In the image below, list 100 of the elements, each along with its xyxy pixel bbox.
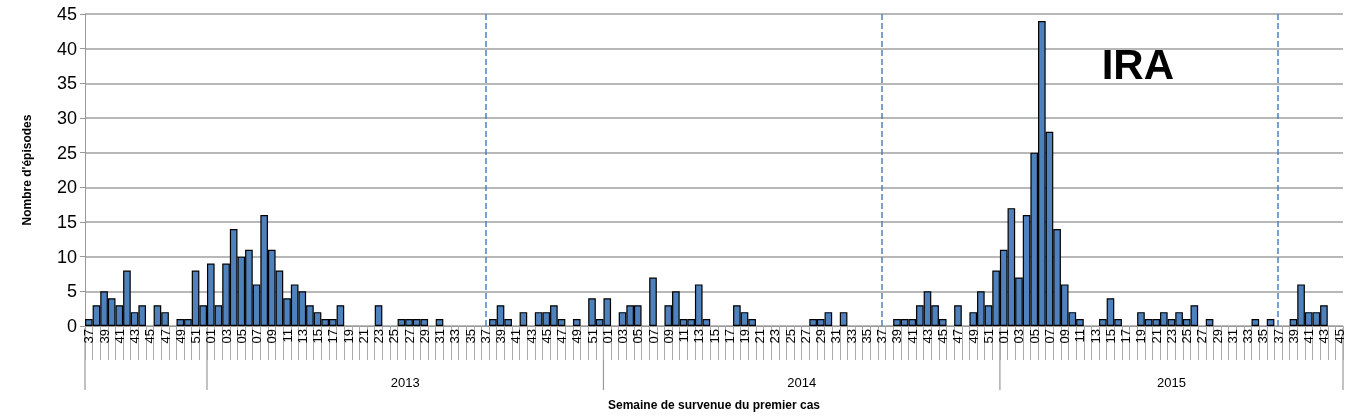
x-tick-label: 45 (935, 329, 951, 344)
x-tick-label: 39 (1285, 329, 1301, 344)
y-tick-label: 25 (56, 142, 77, 163)
x-tick-label: 51 (584, 329, 600, 344)
x-tick-label: 01 (599, 329, 615, 344)
x-tick-label: 35 (1255, 329, 1271, 344)
x-tick-label: 43 (127, 329, 143, 344)
y-tick-label: 10 (56, 246, 77, 267)
x-tick-label: 39 (889, 329, 905, 344)
x-tick-label: 21 (355, 329, 371, 344)
x-tick-label: 15 (1102, 329, 1118, 344)
x-tick-label: 51 (980, 329, 996, 344)
x-tick-label: 35 (858, 329, 874, 344)
x-tick-label: 25 (386, 329, 402, 344)
text: 2014 (787, 375, 817, 390)
x-tick-label: 29 (416, 329, 432, 344)
text: IRA (1101, 40, 1175, 88)
x-tick-label: 03 (1011, 329, 1027, 344)
x-tick-label: 05 (1026, 329, 1042, 344)
x-tick-label: 07 (1041, 329, 1057, 344)
bar (1251, 319, 1260, 326)
x-tick-label: 37 (1270, 329, 1286, 344)
x-tick-label: 27 (401, 329, 417, 344)
x-tick-label: 49 (965, 329, 981, 344)
x-tick-label: 29 (1209, 329, 1225, 344)
x-tick-label: 21 (752, 329, 768, 344)
bar (435, 319, 444, 326)
x-tick-label: 07 (645, 329, 661, 344)
x-tick-label: 17 (325, 329, 341, 344)
x-tick-label: 03 (615, 329, 631, 344)
x-tick-label: 47 (157, 329, 173, 344)
x-axis-title: Semaine de survenue du premier cas (607, 398, 821, 412)
x-tick-label: 41 (508, 329, 524, 344)
x-tick-label: 45 (142, 329, 158, 344)
x-tick-label: 37 (81, 329, 97, 344)
x-tick-label: 43 (919, 329, 935, 344)
x-tick-label: 45 (1331, 329, 1347, 344)
x-tick-label: 09 (264, 329, 280, 344)
y-tick-label: 0 (66, 316, 77, 336)
x-tick-label: 19 (1133, 329, 1149, 344)
y-tick-label: 5 (66, 281, 77, 302)
x-tick-label: 05 (233, 329, 249, 344)
bar (572, 319, 581, 326)
x-tick-label: 17 (721, 329, 737, 344)
x-tick-label: 15 (310, 329, 326, 344)
x-tick-label: 07 (249, 329, 265, 344)
x-tick-label: 25 (1179, 329, 1195, 344)
x-tick-label: 15 (706, 329, 722, 344)
y-tick-label: 35 (56, 73, 77, 94)
x-tick-label: 23 (1163, 329, 1179, 344)
x-tick-label: 45 (538, 329, 554, 344)
x-tick-label: 19 (737, 329, 752, 344)
bar (1266, 319, 1275, 326)
x-tick-label: 35 (462, 329, 478, 344)
x-tick-label: 31 (1224, 329, 1240, 344)
bar (1205, 319, 1214, 326)
x-tick-label: 31 (432, 329, 448, 344)
x-tick-label: 41 (111, 329, 127, 344)
x-tick-label: 33 (1240, 329, 1256, 344)
text: 2015 (1156, 375, 1186, 390)
y-tick-label: 30 (56, 108, 77, 128)
x-tick-label: 27 (1194, 329, 1210, 344)
x-tick-label: 49 (569, 329, 585, 344)
bar (519, 312, 528, 326)
x-tick-label: 13 (691, 329, 707, 344)
x-tick-label: 41 (904, 329, 920, 344)
y-axis-title: Nombre d'épisodes (20, 114, 34, 226)
x-tick-label: 29 (813, 329, 829, 344)
x-tick-label: 11 (1072, 329, 1088, 343)
x-tick-label: 31 (828, 329, 844, 344)
x-tick-label: 03 (218, 329, 234, 344)
x-tick-label: 43 (523, 329, 539, 344)
x-tick-label: 13 (1087, 329, 1103, 344)
x-tick-label: 39 (96, 329, 112, 344)
x-tick-label: 09 (660, 329, 676, 344)
y-tick-label: 15 (56, 212, 77, 232)
y-tick-label: 20 (56, 177, 77, 198)
x-tick-label: 47 (554, 329, 570, 344)
x-tick-label: 11 (279, 329, 295, 343)
x-tick-label: 11 (676, 329, 691, 343)
x-tick-label: 37 (874, 329, 890, 344)
x-tick-label: 01 (203, 329, 219, 344)
x-tick-label: 27 (797, 329, 813, 344)
x-tick-label: 09 (1057, 329, 1073, 344)
x-tick-label: 17 (1118, 329, 1134, 344)
bar (374, 305, 383, 326)
x-tick-label: 23 (371, 329, 387, 344)
x-tick-label: 01 (996, 329, 1012, 344)
bar (954, 305, 962, 326)
y-tick-label: 40 (56, 38, 77, 59)
x-tick-label: 49 (172, 329, 188, 344)
x-tick-label: 41 (1301, 329, 1317, 344)
text: 2013 (390, 375, 420, 390)
x-tick-label: 25 (782, 329, 798, 344)
x-tick-label: 33 (447, 329, 463, 344)
x-tick-label: 23 (767, 329, 783, 344)
x-tick-label: 39 (493, 329, 509, 344)
x-tick-label: 47 (950, 329, 966, 344)
x-tick-label: 19 (340, 329, 356, 344)
y-tick-label: 45 (56, 4, 77, 24)
